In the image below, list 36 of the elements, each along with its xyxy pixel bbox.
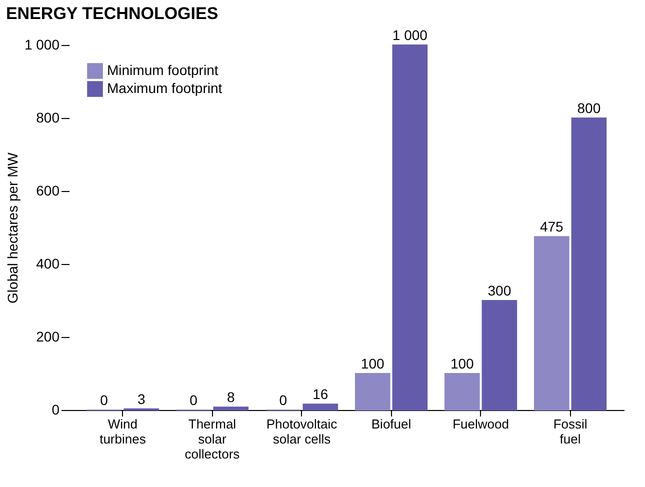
bar (444, 373, 480, 410)
y-tick-label: 1 000 (24, 36, 60, 52)
x-tick-label: Fuelwood (452, 416, 509, 432)
data-label: 1 000 (392, 27, 428, 43)
x-tick-label: Biofuel (371, 416, 412, 432)
bar (534, 236, 570, 410)
bar (571, 118, 607, 410)
data-label: 300 (488, 282, 512, 298)
bar (392, 44, 428, 410)
y-tick-label: 800 (36, 110, 60, 126)
x-tick-label: Photovoltaic solar cells (266, 416, 338, 446)
bar (302, 404, 338, 410)
x-tick-label: Thermal solar collectors (184, 416, 240, 462)
y-tick-label: 400 (36, 256, 60, 272)
legend-label: Minimum footprint (107, 62, 218, 78)
data-label: 0 (190, 392, 198, 408)
data-label: 100 (360, 356, 384, 372)
data-label: 800 (577, 100, 601, 116)
bar (213, 406, 249, 410)
y-tick-label: 600 (36, 182, 60, 198)
x-tick-label: Fossil fuel (553, 416, 588, 446)
data-label: 16 (312, 386, 328, 402)
data-label: 3 (137, 390, 146, 407)
x-tick-label: Wind turbines (100, 416, 146, 446)
y-tick-label: 200 (36, 328, 60, 344)
y-tick-label: 0 (52, 402, 60, 418)
chart-title: ENERGY TECHNOLOGIES (6, 4, 218, 23)
bar (482, 300, 518, 410)
data-label: 8 (226, 389, 235, 406)
data-label: 475 (540, 218, 564, 235)
data-label: 0 (279, 392, 288, 408)
bar (354, 373, 390, 410)
data-label: 100 (450, 356, 474, 372)
legend-label: Maximum footprint (107, 80, 222, 96)
y-axis-title: Global hectares per MW (4, 152, 20, 304)
data-label: 0 (100, 392, 108, 408)
